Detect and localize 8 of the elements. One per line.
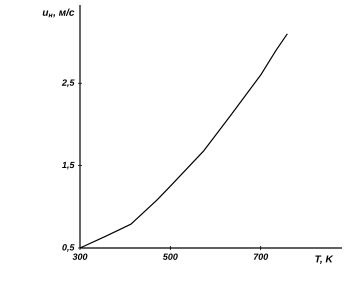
x-tick-label: 500 <box>162 254 178 260</box>
x-tick-label: 700 <box>254 254 268 260</box>
y-tick-label: 2,5 <box>62 79 75 88</box>
y-tick-label: 1,5 <box>62 162 75 170</box>
y-tick-label: 0,5 <box>62 244 75 252</box>
y-axis-title: u$_{н}$, м/с <box>42 8 74 18</box>
x-tick-label: 300 <box>72 254 88 260</box>
x-axis-title: T, K <box>315 256 334 264</box>
